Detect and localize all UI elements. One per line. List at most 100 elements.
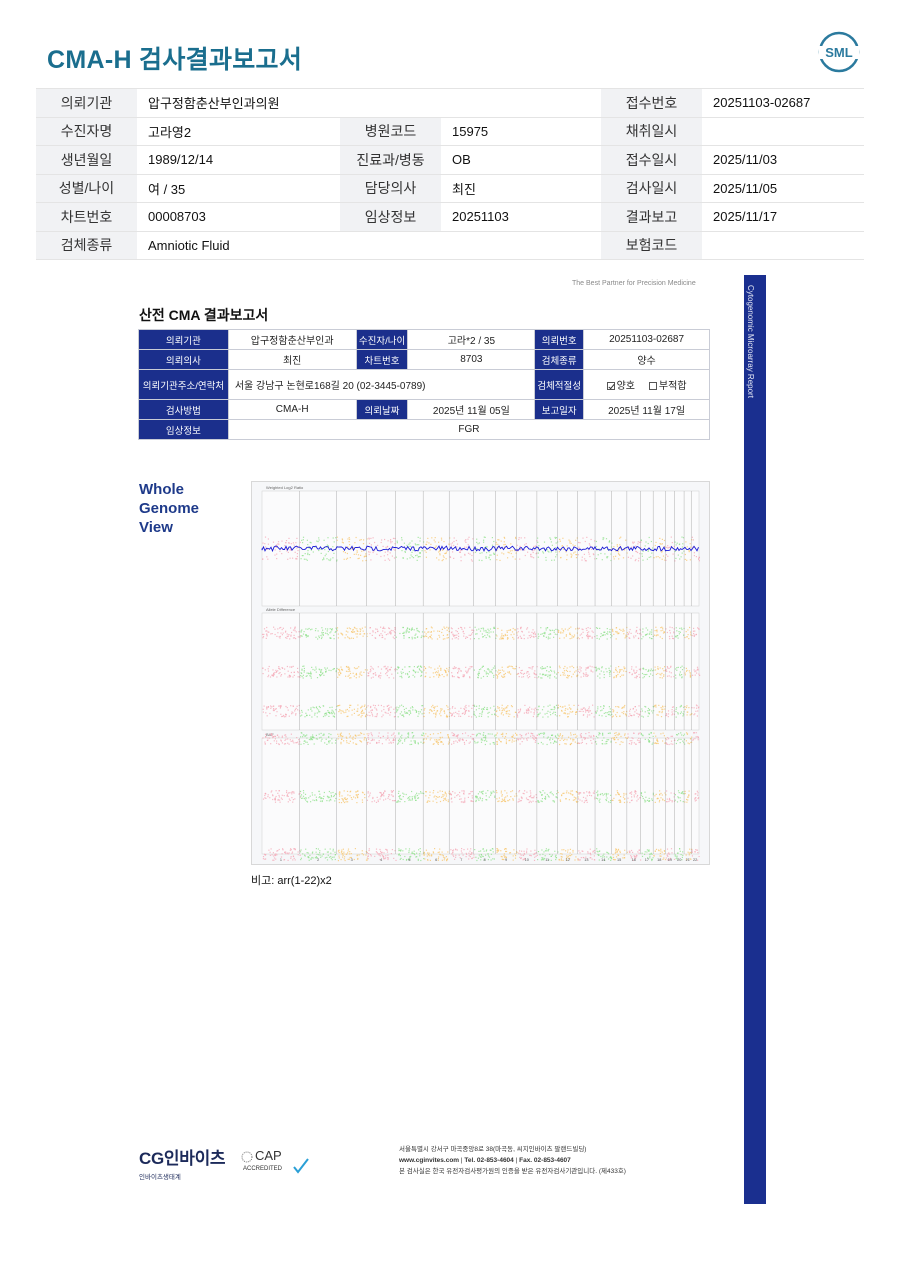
probe-point (596, 848, 598, 850)
probe-point (460, 549, 462, 551)
probe-point (274, 799, 276, 801)
probe-point (588, 551, 590, 553)
probe-point (364, 626, 366, 628)
probe-point (358, 714, 360, 716)
probe-point (265, 858, 267, 860)
probe-point (668, 546, 671, 548)
probe-point (460, 670, 462, 672)
probe-point (424, 550, 426, 552)
probe-point (671, 709, 673, 711)
probe-point (496, 850, 498, 852)
probe-point (681, 677, 683, 679)
probe-point (362, 792, 364, 794)
probe-point (474, 740, 476, 742)
probe-point (603, 705, 605, 707)
probe-point (420, 666, 422, 668)
probe-point (554, 736, 557, 738)
probe-point (587, 667, 589, 669)
probe-point (560, 858, 562, 860)
probe-point (443, 556, 445, 558)
probe-point (480, 677, 482, 679)
probe-point (344, 859, 346, 862)
value-hospital-code: 15975 (441, 117, 601, 146)
probe-point (471, 738, 473, 740)
probe-point (592, 851, 594, 853)
probe-point (496, 674, 498, 676)
probe-point (405, 737, 407, 739)
probe-point (344, 552, 346, 554)
probe-point (401, 673, 403, 675)
probe-point (524, 853, 526, 855)
probe-point (433, 743, 435, 745)
probe-point (524, 537, 526, 539)
probe-point (344, 637, 346, 639)
probe-point (457, 638, 459, 640)
probe-point (414, 709, 416, 711)
probe-point (399, 741, 401, 743)
probe-point (392, 738, 395, 740)
probe-point (415, 633, 417, 635)
probe-point (524, 704, 526, 706)
probe-point (329, 712, 331, 714)
probe-point (543, 635, 545, 637)
probe-point (512, 636, 514, 639)
probe-point (275, 546, 277, 548)
probe-point (487, 859, 489, 861)
probe-point (513, 716, 515, 718)
probe-point (533, 672, 535, 674)
probe-point (545, 636, 547, 638)
probe-point (695, 704, 698, 706)
probe-point (415, 711, 417, 713)
probe-point (479, 713, 481, 715)
probe-point (526, 628, 528, 630)
probe-point (333, 638, 335, 640)
probe-point (381, 636, 383, 639)
probe-point (520, 857, 522, 860)
probe-point (549, 711, 551, 713)
probe-point (516, 851, 518, 854)
probe-point (490, 791, 492, 793)
probe-point (619, 800, 621, 802)
probe-point (518, 538, 520, 541)
probe-point (283, 859, 285, 861)
probe-point (663, 631, 665, 633)
probe-point (300, 736, 302, 738)
probe-point (265, 712, 267, 714)
probe-point (677, 852, 679, 854)
probe-point (481, 800, 483, 802)
probe-point (335, 537, 337, 539)
probe-point (486, 672, 488, 674)
probe-point (281, 553, 283, 555)
probe-point (465, 637, 467, 639)
probe-point (589, 665, 591, 667)
probe-point (332, 848, 334, 850)
probe-point (602, 794, 604, 796)
probe-point (327, 854, 329, 856)
probe-point (563, 792, 565, 794)
probe-point (336, 539, 338, 541)
probe-point (500, 790, 502, 792)
probe-point (597, 798, 599, 800)
probe-point (470, 791, 472, 793)
probe-point (302, 536, 305, 538)
probe-point (287, 801, 289, 803)
probe-point (590, 735, 592, 737)
probe-point (278, 636, 280, 638)
probe-point (399, 794, 401, 797)
probe-point (687, 799, 689, 801)
probe-point (383, 855, 385, 857)
probe-point (289, 675, 291, 677)
probe-point (647, 710, 649, 712)
probe-point (543, 851, 545, 853)
probe-point (380, 626, 382, 628)
probe-point (433, 539, 435, 541)
probe-point (324, 742, 326, 744)
probe-point (339, 735, 342, 737)
probe-point (588, 732, 590, 734)
probe-point (447, 735, 449, 737)
probe-point (529, 854, 531, 856)
probe-point (345, 558, 348, 560)
probe-point (327, 797, 329, 799)
probe-point (326, 800, 328, 802)
probe-point (305, 799, 307, 801)
